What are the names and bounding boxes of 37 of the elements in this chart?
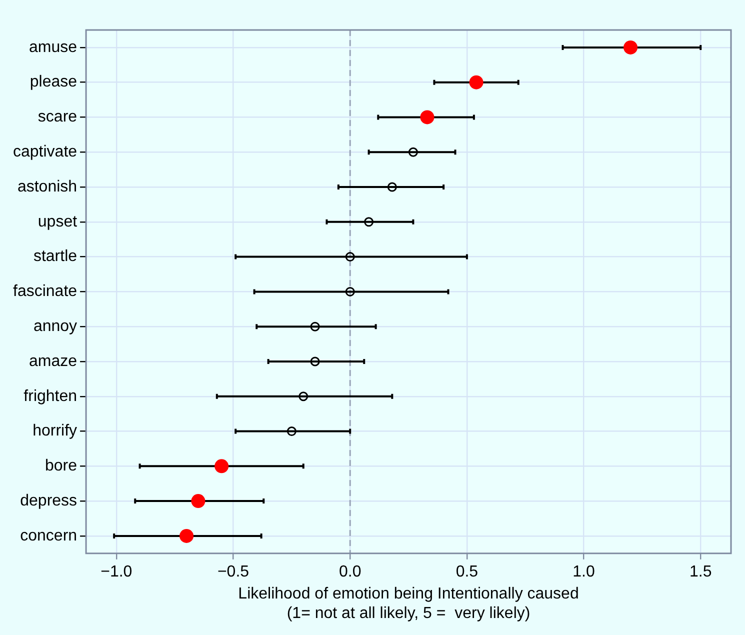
x-tick-label: −0.5 — [217, 563, 250, 580]
point — [624, 40, 638, 54]
x-tick-label: 0.0 — [338, 563, 362, 580]
point — [310, 356, 320, 366]
point — [408, 147, 418, 157]
y-tick-label: amuse — [29, 38, 78, 56]
y-tick-label: captivate — [12, 144, 78, 161]
x-axis-title: Likelihood of emotion being Intentionally caused (1= not at all likely, 5 = very likely) — [238, 586, 579, 622]
y-tick-label: please — [30, 74, 78, 91]
y-tick-label: amaze — [29, 352, 78, 370]
point — [420, 110, 434, 124]
y-tick-label: annoy — [33, 318, 78, 335]
y-tick-label: astonish — [17, 178, 78, 196]
point — [469, 75, 484, 90]
point — [286, 426, 296, 436]
y-tick-label: upset — [38, 213, 78, 230]
y-tick-label: scare — [38, 108, 78, 126]
point — [345, 286, 355, 296]
x-tick-label: 0.5 — [456, 563, 478, 580]
x-tick-label: −1.0 — [100, 563, 132, 580]
y-tick-label: frighten — [24, 388, 78, 405]
point — [387, 182, 397, 192]
x-tick-label: 1.5 — [689, 563, 712, 580]
point — [364, 217, 374, 227]
point — [214, 459, 229, 474]
point — [191, 494, 206, 508]
point — [298, 392, 308, 402]
x-tick-label: 1.0 — [572, 563, 595, 580]
point — [180, 528, 194, 543]
y-tick-label: concern — [20, 527, 78, 544]
y-tick-label: horrify — [32, 422, 78, 440]
y-tick-label: depress — [20, 492, 78, 510]
point — [310, 322, 320, 332]
y-tick-label: fascinate — [12, 283, 78, 300]
point — [345, 252, 355, 262]
y-tick-label: startle — [33, 248, 78, 266]
y-tick-label: bore — [45, 458, 78, 475]
